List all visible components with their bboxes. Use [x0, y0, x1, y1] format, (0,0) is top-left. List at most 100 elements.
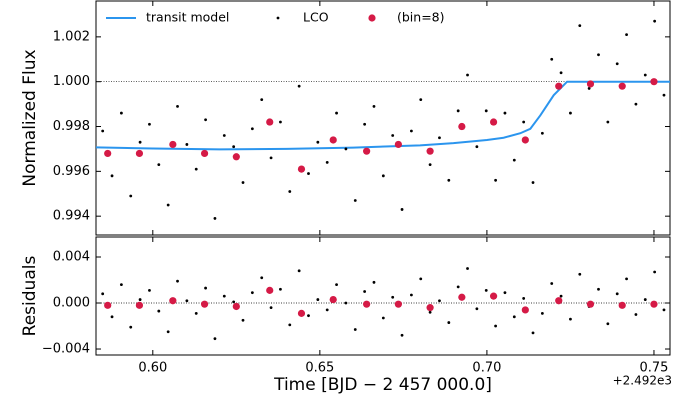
data-point — [185, 299, 189, 303]
data-point — [363, 290, 367, 293]
binned-point — [104, 149, 112, 158]
y-tick-label: 1.000 — [53, 74, 90, 89]
data-point — [363, 122, 367, 126]
data-point — [522, 120, 526, 124]
binned-point — [297, 309, 306, 317]
data-point — [119, 111, 123, 115]
data-point — [503, 111, 507, 115]
data-point — [194, 167, 198, 171]
data-point — [475, 145, 479, 149]
binned-point — [555, 297, 563, 305]
data-point — [400, 208, 404, 211]
data-point — [662, 93, 666, 97]
data-point — [288, 190, 292, 193]
data-point — [157, 163, 161, 167]
data-point — [372, 104, 376, 108]
binned-point — [489, 292, 498, 300]
binned-point — [555, 82, 563, 90]
data-point — [101, 292, 105, 296]
data-point — [550, 282, 554, 285]
data-point — [288, 323, 292, 327]
binned-point — [521, 136, 529, 144]
data-point — [531, 181, 535, 184]
data-point — [316, 140, 320, 144]
data-point — [353, 328, 357, 331]
binned-point — [618, 82, 626, 90]
x-offset-text: +2.492e3 — [613, 374, 672, 388]
y-axis-label: Normalized Flux — [20, 49, 40, 186]
binned-point — [200, 300, 209, 308]
data-point — [204, 118, 207, 122]
data-point — [559, 294, 563, 298]
y-tick-label: 0.004 — [53, 250, 90, 265]
binned-point — [650, 78, 658, 86]
data-point — [400, 333, 404, 337]
binned-point — [650, 300, 658, 308]
binned-point — [329, 136, 337, 144]
data-point — [550, 57, 554, 61]
data-point — [176, 279, 179, 283]
y-tick-label: 0.998 — [53, 119, 90, 134]
binned-point — [618, 301, 626, 309]
data-point — [569, 317, 572, 321]
data-point — [484, 109, 488, 113]
data-point — [344, 147, 348, 151]
data-point — [447, 178, 451, 182]
data-point — [597, 287, 600, 291]
x-tick-label: 0.75 — [639, 361, 668, 376]
data-point — [279, 287, 282, 291]
data-point — [484, 288, 488, 292]
x-axis-label: Time [BJD − 2 457 000.0] — [273, 375, 492, 395]
data-point — [344, 301, 348, 305]
data-point — [353, 199, 357, 202]
legend-label: LCO — [303, 10, 329, 25]
data-point — [531, 331, 535, 335]
data-point — [540, 311, 544, 315]
y-tick-label: 0.000 — [53, 296, 90, 311]
data-point — [391, 295, 395, 299]
data-point — [466, 267, 469, 270]
data-point — [110, 315, 114, 319]
data-point — [587, 87, 591, 90]
data-point — [260, 276, 264, 280]
data-point — [615, 292, 619, 296]
binned-point — [297, 165, 306, 173]
data-point — [512, 158, 516, 162]
binned-point — [232, 153, 240, 161]
data-point — [325, 308, 329, 312]
data-point — [204, 286, 207, 290]
data-point — [335, 283, 338, 287]
data-point — [166, 330, 170, 334]
plot-frame — [95, 0, 671, 236]
data-point — [101, 129, 105, 133]
data-point — [578, 272, 582, 276]
data-point — [185, 143, 189, 146]
binned-point — [394, 140, 402, 149]
binned-point — [363, 300, 371, 308]
binned-point — [363, 147, 371, 155]
data-point — [316, 298, 320, 301]
binned-point — [329, 295, 337, 304]
data-point — [634, 313, 638, 316]
data-point — [138, 298, 142, 301]
model-line — [95, 80, 670, 151]
data-point — [166, 203, 170, 207]
data-point — [129, 194, 133, 198]
data-point — [269, 306, 273, 310]
data-point — [625, 277, 628, 281]
data-point — [381, 174, 385, 178]
legend-label: transit model — [146, 10, 229, 25]
binned-point — [586, 80, 595, 88]
data-point — [232, 145, 236, 149]
binned-point — [586, 300, 595, 308]
data-point — [475, 307, 479, 311]
data-point — [512, 315, 516, 319]
data-point — [606, 120, 610, 124]
data-point — [222, 134, 226, 137]
data-point — [213, 217, 217, 220]
binned-point — [426, 304, 434, 312]
data-point — [241, 181, 245, 184]
binned-point — [458, 293, 466, 301]
data-point — [260, 98, 264, 102]
data-point — [148, 288, 151, 292]
